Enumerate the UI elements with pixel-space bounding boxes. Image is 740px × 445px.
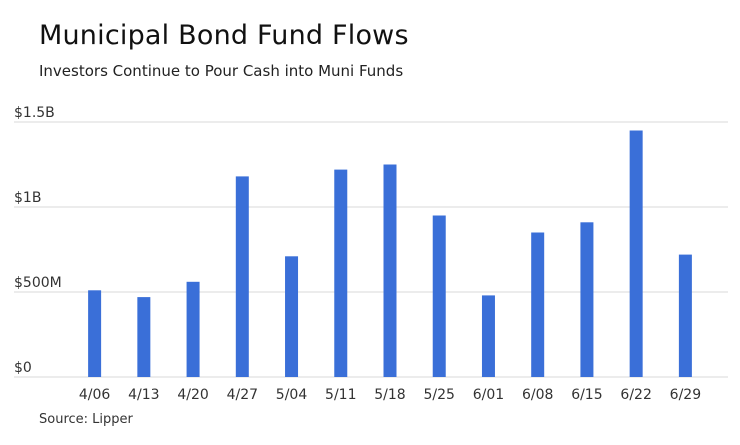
y-axis-ticks: $0 $500M $1B $1.5B: [14, 105, 62, 376]
bar-6-08: [531, 232, 545, 377]
bar-5-11: [334, 169, 348, 377]
x-tick-label: 6/15: [571, 387, 602, 403]
source-note: Source: Lipper: [39, 412, 133, 427]
y-tick-label: $0: [14, 360, 32, 376]
x-tick-label: 6/08: [522, 387, 553, 403]
bar-5-18: [383, 164, 397, 377]
bar-4-13: [137, 297, 151, 377]
x-axis-ticks: 4/06 4/13 4/20 4/27 5/04 5/11 5/18 5/25 6/01 6/08…: [79, 387, 701, 403]
bar-6-01: [481, 295, 495, 377]
x-tick-label: 5/04: [276, 387, 308, 403]
x-tick-label: 4/27: [227, 387, 258, 403]
x-tick-label: 6/22: [620, 387, 651, 403]
x-tick-label: 6/29: [670, 387, 701, 403]
x-tick-label: 4/13: [128, 387, 159, 403]
chart-subtitle: Investors Continue to Pour Cash into Mun…: [39, 62, 404, 80]
x-tick-label: 6/01: [473, 387, 504, 403]
y-tick-label: $500M: [14, 275, 62, 291]
x-tick-label: 5/25: [424, 387, 455, 403]
bar-5-25: [432, 215, 446, 377]
x-tick-label: 4/20: [177, 387, 208, 403]
bars: [88, 130, 692, 377]
bar-6-22: [629, 130, 643, 377]
x-tick-label: 5/11: [325, 387, 356, 403]
bar-5-04: [285, 256, 299, 377]
gridlines: [14, 121, 728, 378]
chart-title: Municipal Bond Fund Flows: [39, 20, 409, 51]
bar-4-27: [235, 176, 249, 377]
y-tick-label: $1.5B: [14, 105, 55, 121]
x-tick-label: 5/18: [374, 387, 405, 403]
bar-6-15: [580, 222, 594, 377]
x-tick-label: 4/06: [79, 387, 111, 403]
bar-6-29: [678, 254, 692, 377]
bar-4-20: [186, 281, 200, 377]
bar-4-06: [88, 290, 102, 377]
y-tick-label: $1B: [14, 190, 41, 206]
